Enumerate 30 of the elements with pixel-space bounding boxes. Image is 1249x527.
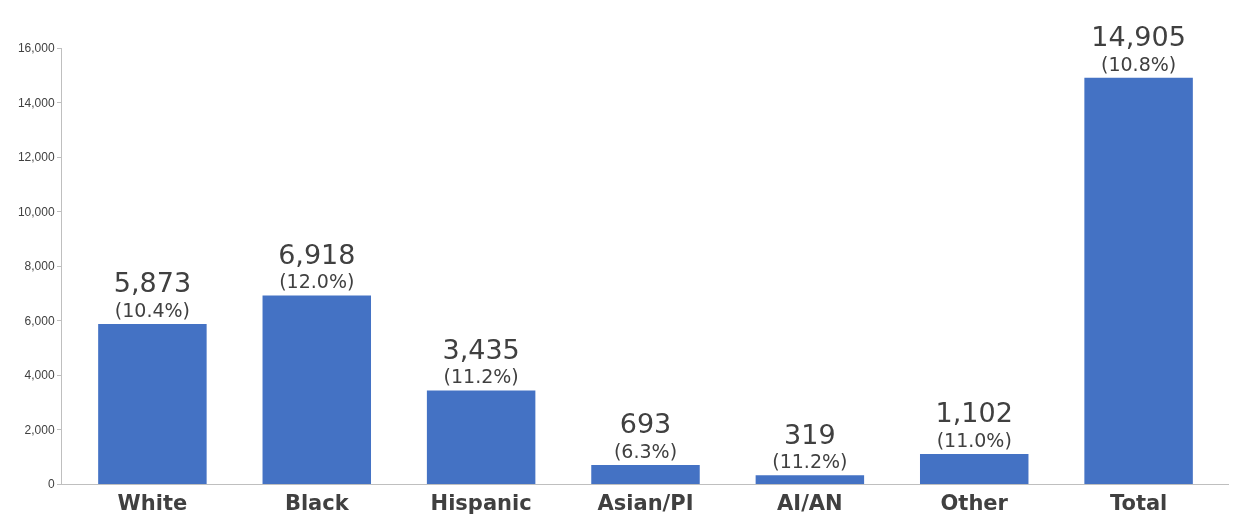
data-label: 14,905 (10.8%) [1091,21,1186,75]
bar [919,453,1029,484]
data-label: 1,102 (11.0%) [935,397,1013,451]
data-label: 3,435 (11.2%) [442,333,520,388]
x-tick-label: Total [1109,491,1168,516]
x-tick-label: AI/AN [777,491,843,516]
y-tick-label: 12,000 [17,150,55,165]
y-tick-label: 8,000 [24,259,55,274]
bar [1084,77,1193,484]
data-label: 5,873 (10.4%) [113,267,192,321]
y-tick-label: 4,000 [24,368,55,383]
bar [98,323,207,484]
y-tick-label: 0 [47,477,55,492]
y-tick-label: 10,000 [17,204,55,219]
data-label: 693 (6.3%) [613,408,678,463]
bar [755,475,865,484]
x-tick-label: Hispanic [430,491,532,516]
x-tick-label: White [117,491,188,516]
bar [591,465,700,484]
data-label: 319 (11.2%) [772,418,848,473]
bar [262,295,372,484]
y-tick-label: 6,000 [24,313,55,328]
bar [426,390,536,484]
y-tick-label: 16,000 [17,41,55,56]
data-label: 6,918 (12.0%) [278,238,356,293]
y-tick-label: 14,000 [17,95,55,110]
x-tick-label: Other [940,491,1009,516]
x-tick-label: Black [284,491,350,516]
x-tick-label: Asian/PI [597,491,694,516]
y-tick-label: 2,000 [24,422,55,437]
